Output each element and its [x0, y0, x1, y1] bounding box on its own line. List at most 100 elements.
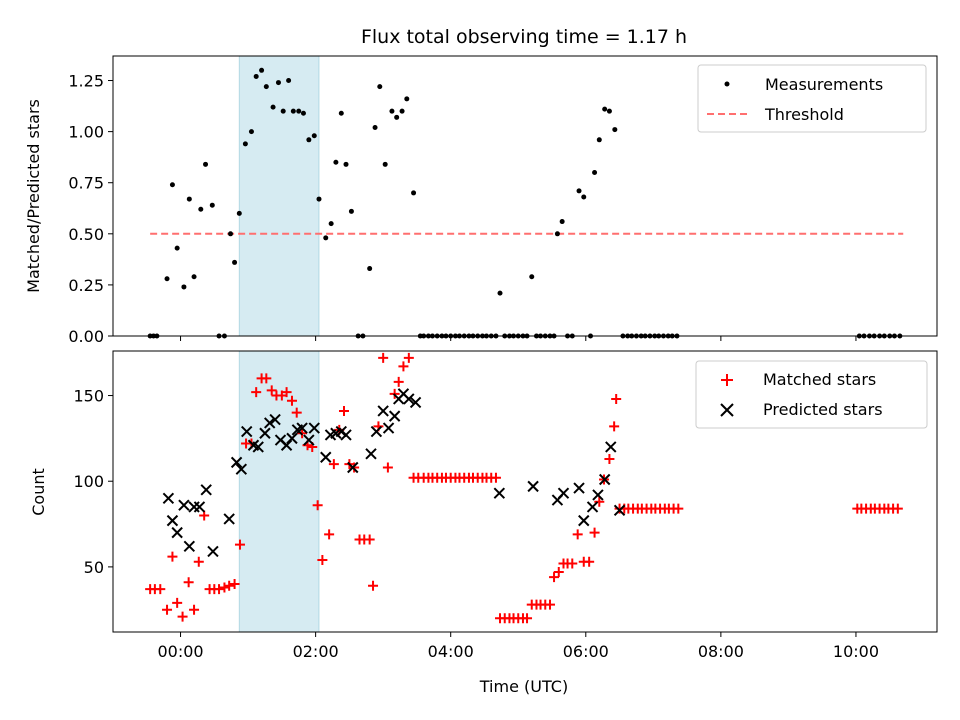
predicted-point	[263, 417, 276, 429]
bottom-y-tick-label: 150	[73, 387, 104, 406]
bottom-y-ticks: 50 100 150	[73, 387, 113, 577]
matched-point	[584, 556, 595, 567]
top-y-tick-label: 0.25	[68, 276, 104, 295]
measurement-point	[592, 169, 598, 175]
measurement-point	[311, 133, 317, 139]
measurement-point	[280, 108, 286, 114]
matched-point	[281, 387, 292, 398]
measurement-point	[404, 96, 410, 102]
predicted-point	[280, 439, 293, 451]
matched-point	[291, 407, 302, 418]
measurement-point	[389, 108, 395, 114]
matched-point	[368, 580, 379, 591]
top-y-tick-label: 1.25	[68, 72, 104, 91]
predicted-point	[365, 448, 377, 460]
top-y-tick-label: 1.00	[68, 123, 104, 142]
predicted-point	[235, 463, 248, 475]
matched-point	[324, 529, 335, 540]
x-tick-label: 08:00	[698, 642, 744, 661]
top-y-tick-label: 0.50	[68, 225, 104, 244]
measurement-point	[232, 259, 238, 265]
predicted-point	[382, 422, 395, 434]
predicted-point	[409, 396, 422, 409]
predicted-point	[403, 393, 415, 405]
predicted-point	[370, 425, 383, 438]
matched-point	[214, 584, 225, 595]
measurement-point	[333, 159, 339, 165]
bottom-x-ticks: 00:00 02:00 04:00 06:00 08:00 10:00	[157, 632, 879, 661]
legend-matched-marker	[721, 374, 733, 386]
x-tick-label: 06:00	[563, 642, 609, 661]
top-legend: Measurements Threshold	[697, 64, 927, 133]
measurement-point	[394, 114, 400, 120]
matched-point	[378, 352, 389, 363]
matched-point	[251, 387, 262, 398]
top-highlight-span	[238, 55, 320, 337]
matched-point	[393, 376, 404, 387]
top-x-ticks	[180, 336, 857, 341]
measurement-point	[399, 108, 405, 114]
measurement-point	[181, 284, 187, 290]
predicted-point	[377, 405, 389, 417]
matched-point	[609, 421, 620, 432]
chart-title: Flux total observing time = 1.17 h	[361, 26, 687, 48]
matched-point	[549, 572, 560, 583]
measurement-point	[296, 108, 302, 114]
predicted-point	[613, 504, 626, 517]
measurement-point	[209, 202, 215, 208]
predicted-point	[207, 545, 219, 558]
measurement-point	[236, 210, 242, 216]
predicted-point	[193, 501, 206, 513]
measurement-point	[186, 196, 192, 202]
measurement-point	[253, 73, 259, 79]
measurement-point	[343, 161, 349, 167]
predicted-point	[573, 482, 585, 494]
bottom-highlight-span	[238, 350, 320, 633]
matched-point	[611, 393, 622, 404]
matched-point	[229, 579, 240, 590]
matched-point	[312, 500, 323, 511]
measurement-point	[323, 235, 329, 241]
matched-point	[589, 527, 600, 538]
predicted-point	[308, 422, 320, 434]
matched-point	[172, 597, 183, 608]
measurement-point	[576, 188, 582, 194]
x-tick-label: 10:00	[833, 642, 879, 661]
measurement-point	[290, 108, 296, 114]
measurement-point	[348, 208, 354, 214]
predicted-point	[252, 441, 264, 453]
matched-point	[544, 599, 555, 610]
measurement-point	[198, 206, 204, 212]
legend-measurements-label: Measurements	[765, 75, 883, 94]
predicted-point	[605, 441, 617, 453]
x-tick-label: 00:00	[157, 642, 203, 661]
measurement-point	[169, 182, 175, 188]
matched-point	[490, 472, 501, 483]
matched-point	[155, 584, 166, 595]
matched-point	[183, 577, 194, 588]
bottom-legend: Matched stars Predicted stars	[695, 360, 928, 429]
top-plot-frame	[112, 55, 938, 337]
top-y-tick-label: 0.00	[68, 327, 104, 346]
bottom-plot-frame	[112, 350, 938, 633]
x-tick-label: 02:00	[293, 642, 339, 661]
matched-point	[594, 496, 605, 507]
measurement-point	[164, 276, 170, 282]
predicted-point	[296, 422, 308, 434]
measurement-point	[529, 274, 535, 280]
predicted-point	[241, 425, 253, 438]
matched-point	[604, 453, 615, 464]
measurement-point	[174, 245, 180, 251]
measurement-point	[554, 231, 560, 237]
matched-point	[177, 611, 188, 622]
measurement-point	[606, 108, 612, 114]
matched-point	[234, 539, 245, 550]
predicted-point	[166, 514, 179, 527]
measurement-point	[242, 141, 248, 147]
matched-point	[193, 556, 204, 567]
measurement-point	[497, 290, 503, 296]
top-y-ticks: 0.00 0.25 0.50 0.75 1.00 1.25	[68, 72, 113, 346]
x-tick-label: 04:00	[428, 642, 474, 661]
legend-measurement-marker	[724, 81, 730, 87]
